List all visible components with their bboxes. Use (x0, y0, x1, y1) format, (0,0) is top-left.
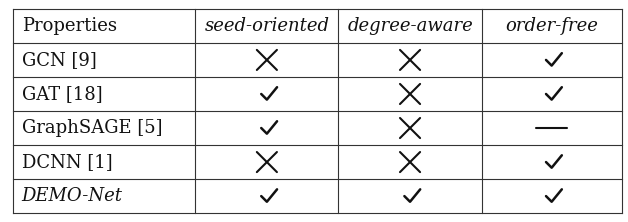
Text: DEMO-Net: DEMO-Net (22, 187, 122, 205)
Text: GraphSAGE [5]: GraphSAGE [5] (22, 119, 162, 137)
Text: seed-oriented: seed-oriented (204, 17, 329, 35)
Text: Properties: Properties (22, 17, 117, 35)
Text: degree-aware: degree-aware (347, 17, 473, 35)
Text: order-free: order-free (506, 17, 598, 35)
Text: GCN [9]: GCN [9] (22, 51, 97, 69)
Text: DCNN [1]: DCNN [1] (22, 153, 112, 171)
Text: GAT [18]: GAT [18] (22, 85, 102, 103)
